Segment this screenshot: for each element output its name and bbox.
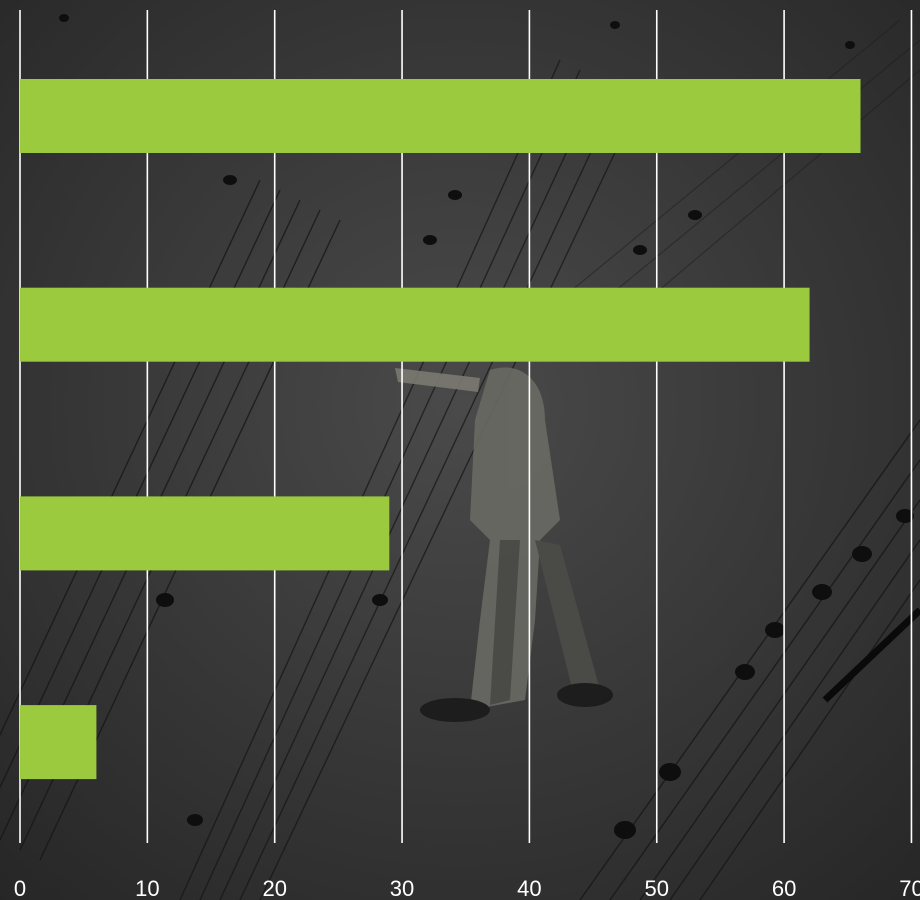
x-tick-label-40: 40 <box>517 876 541 900</box>
x-tick-label-0: 0 <box>14 876 26 900</box>
bar-2 <box>20 287 810 362</box>
x-tick-label-50: 50 <box>645 876 669 900</box>
bar-1 <box>20 79 861 153</box>
x-tick-label-10: 10 <box>135 876 159 900</box>
x-tick-label-20: 20 <box>262 876 286 900</box>
bar-4 <box>20 705 97 780</box>
x-tick-label-60: 60 <box>772 876 796 900</box>
bar-3 <box>20 496 390 571</box>
x-tick-label-70: 70 <box>899 876 920 900</box>
x-tick-label-30: 30 <box>390 876 414 900</box>
bars <box>20 79 861 780</box>
x-axis-ticks: 0 10 20 30 40 50 60 70 <box>14 876 920 900</box>
